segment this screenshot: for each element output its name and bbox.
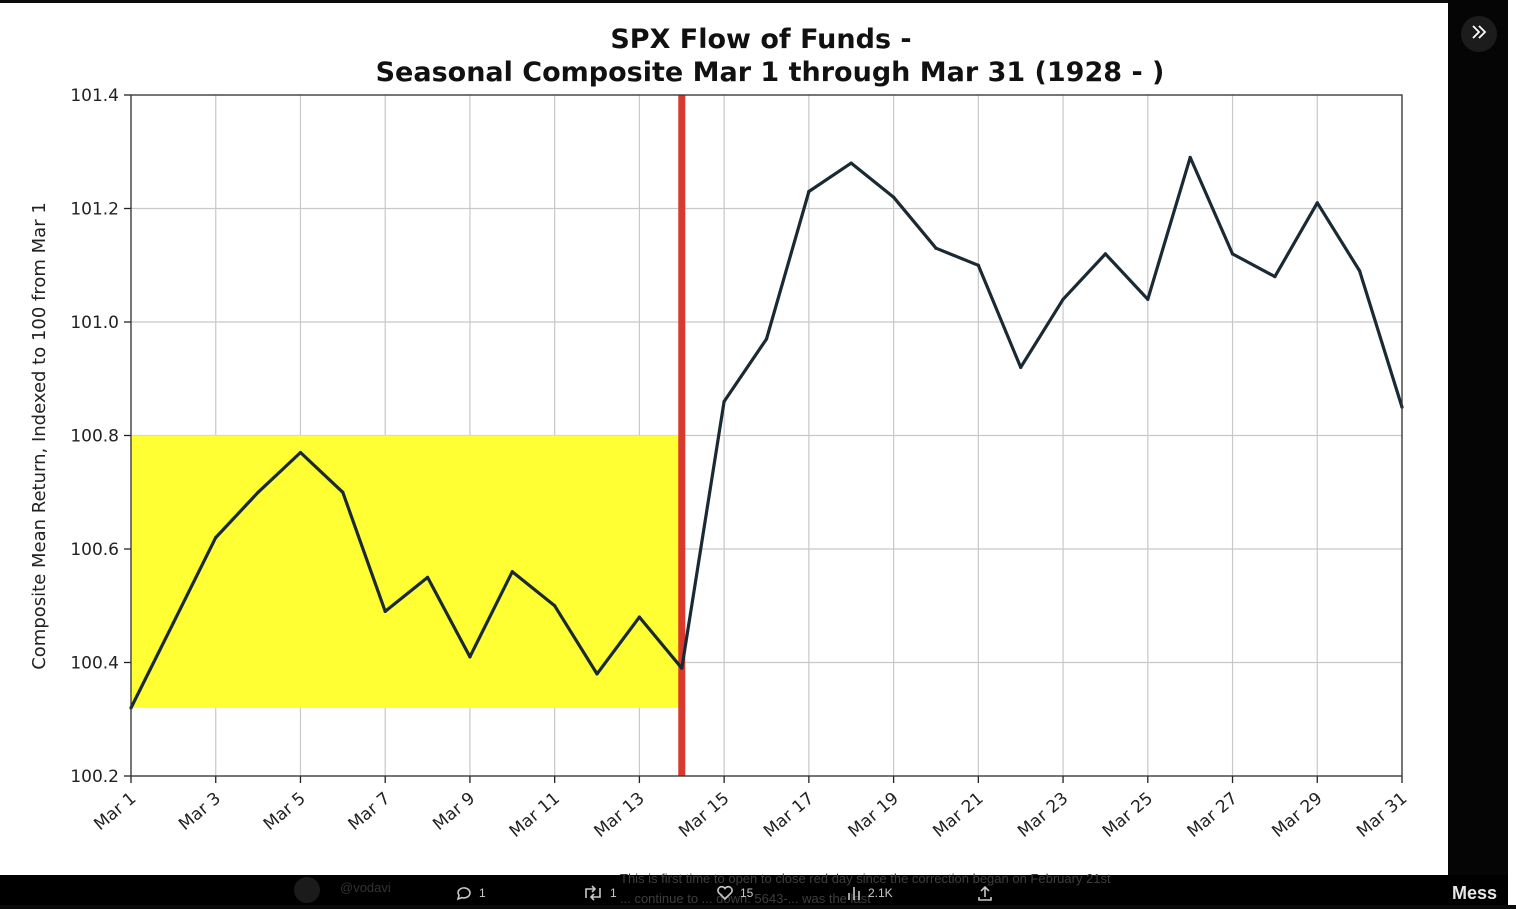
x-tick-label: Mar 25 <box>1099 789 1157 842</box>
data-point <box>341 490 345 494</box>
data-point <box>298 450 303 455</box>
data-point <box>892 195 896 199</box>
data-point <box>1273 275 1277 279</box>
data-point <box>807 189 811 194</box>
data-point <box>637 615 642 619</box>
data-point <box>1019 365 1023 369</box>
y-tick-label: 100.4 <box>70 654 119 674</box>
views-count: 2.1K <box>868 886 893 900</box>
data-point <box>1146 297 1150 301</box>
highlight-box-layer <box>131 435 682 708</box>
double-chevron-right-icon <box>1470 23 1488 46</box>
x-tick-label: Mar 31 <box>1353 789 1411 842</box>
x-tick-label: Mar 1 <box>90 789 140 835</box>
data-point <box>553 604 557 608</box>
y-tick-label: 101.4 <box>70 86 119 106</box>
y-tick-label: 100.2 <box>70 767 119 787</box>
x-tick-label: Mar 11 <box>506 789 564 842</box>
chart-image: Mar 1 Mar 3 Mar 5 Mar 7 Mar 9 Mar 11 Mar 13 Mar… <box>0 3 1448 875</box>
y-axis-label: Composite Mean Return, Indexed to 100 fr… <box>29 202 50 670</box>
data-point <box>849 161 853 165</box>
data-point <box>256 490 260 494</box>
data-point <box>510 570 514 574</box>
x-tick-label: Mar 29 <box>1268 789 1326 842</box>
side-panel <box>1448 0 1508 875</box>
background-tweet-text: This is first time to open to close red … <box>620 871 1111 906</box>
user-handle: @vodavi <box>340 880 391 895</box>
data-point <box>383 609 387 614</box>
x-tick-label: Mar 13 <box>590 789 648 842</box>
data-point <box>764 337 769 341</box>
x-tick-label: Mar 5 <box>260 789 310 835</box>
repost-count: 1 <box>610 886 617 900</box>
heart-icon <box>717 885 733 901</box>
data-point <box>1358 269 1362 273</box>
data-point <box>976 263 980 267</box>
reply-button[interactable]: 1 <box>455 885 486 901</box>
y-tick-label: 100.8 <box>70 427 119 447</box>
chart-title: SPX Flow of Funds - <box>610 24 911 55</box>
plot-frame <box>130 94 1403 777</box>
x-tick-label: Mar 15 <box>675 789 733 842</box>
data-point <box>214 536 218 540</box>
data-point <box>1103 252 1108 256</box>
data-point <box>595 672 599 676</box>
share-icon <box>978 885 992 901</box>
x-tick-label: Mar 27 <box>1184 789 1242 842</box>
data-point <box>425 575 430 579</box>
data-point <box>468 655 472 659</box>
reply-count: 1 <box>479 886 486 900</box>
series-layer <box>129 155 1404 710</box>
data-point <box>1315 201 1319 205</box>
data-point <box>680 666 684 670</box>
collapse-button[interactable] <box>1461 16 1497 52</box>
bar-chart-icon <box>848 887 860 900</box>
like-count: 15 <box>740 886 754 900</box>
data-point <box>171 621 175 625</box>
data-point <box>934 246 938 250</box>
avatar <box>294 877 320 903</box>
like-button[interactable]: 15 <box>716 885 753 901</box>
data-point <box>722 399 726 404</box>
views-button[interactable]: 2.1K <box>846 885 893 901</box>
x-tick-label: Mar 21 <box>929 789 987 842</box>
x-tick-label: Mar 9 <box>429 789 479 835</box>
chart-subtitle: Seasonal Composite Mar 1 through Mar 31 … <box>376 57 1165 88</box>
messages-label[interactable]: Mess <box>1452 883 1498 903</box>
data-point <box>1061 297 1065 301</box>
repost-icon <box>585 885 601 901</box>
data-point <box>1188 155 1192 160</box>
x-tick-label: Mar 17 <box>760 789 818 842</box>
y-tick-label: 101.0 <box>70 313 119 333</box>
x-tick-label: Mar 19 <box>845 789 903 842</box>
x-tick-label: Mar 23 <box>1014 789 1072 842</box>
x-tick-label: Mar 3 <box>175 789 225 835</box>
highlight-box <box>131 435 682 708</box>
right-edge <box>1508 0 1516 905</box>
y-tick-label: 101.2 <box>70 200 119 220</box>
x-tick-label: Mar 7 <box>345 789 395 835</box>
tweet-action-bar: @vodavi This is first time to open to cl… <box>0 871 1508 906</box>
reply-icon <box>456 887 471 901</box>
chart: Mar 1 Mar 3 Mar 5 Mar 7 Mar 9 Mar 11 Mar 13 Mar… <box>29 24 1411 842</box>
data-point <box>1230 252 1235 256</box>
repost-button[interactable]: 1 <box>582 885 617 901</box>
y-tick-label: 100.6 <box>70 540 119 560</box>
share-button[interactable] <box>977 885 993 901</box>
